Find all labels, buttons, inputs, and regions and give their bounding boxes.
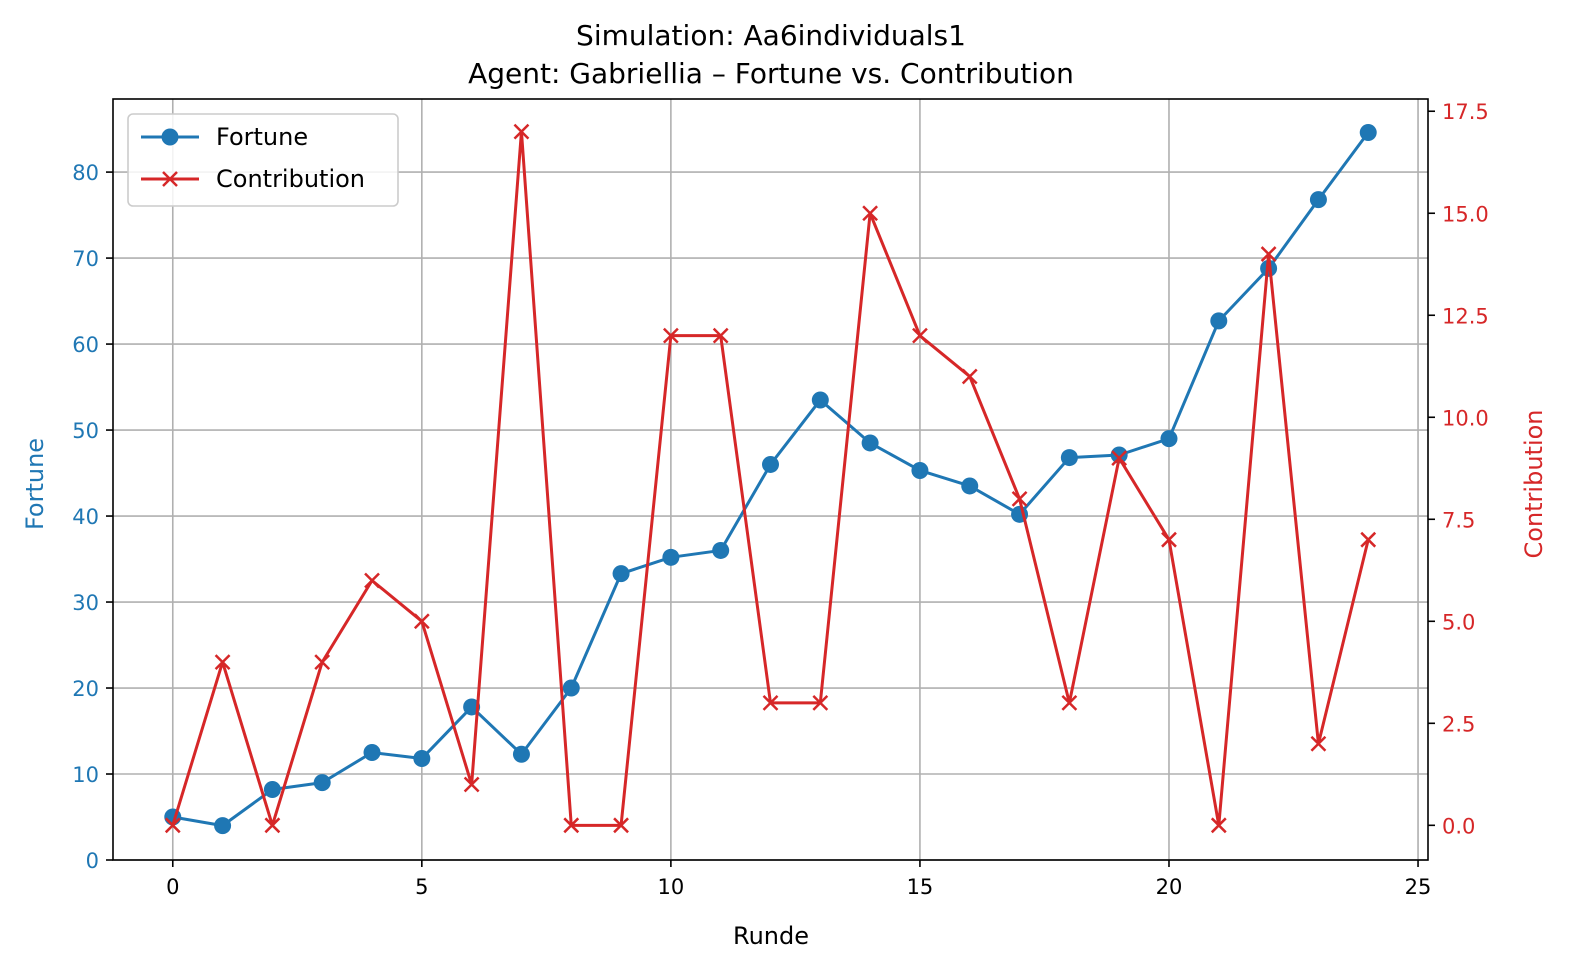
contribution-point — [712, 327, 729, 344]
contribution-point — [364, 572, 380, 589]
fortune-point — [1160, 430, 1178, 448]
chart-subtitle: Agent: Gabriellia – Fortune vs. Contribu… — [468, 57, 1074, 90]
contribution-point — [264, 817, 281, 834]
contribution-point — [912, 327, 928, 344]
plot-frame — [112, 98, 1429, 861]
fortune-point — [612, 565, 630, 583]
x-tick-label: 10 — [658, 875, 685, 899]
contribution-point — [1360, 531, 1377, 548]
fortune-point — [1060, 449, 1078, 467]
y-left-tick-label: 0 — [86, 849, 99, 873]
x-tick-label: 15 — [907, 875, 934, 899]
y-axis-label-right: Contribution — [1520, 409, 1548, 558]
fortune-point — [413, 750, 431, 768]
x-tick-label: 0 — [166, 875, 179, 899]
fortune-point — [562, 679, 580, 697]
fortune-point — [313, 774, 331, 792]
contribution-point — [1011, 490, 1028, 507]
y-right-tick-label: 5.0 — [1442, 610, 1475, 634]
y-axis-label-left: Fortune — [21, 438, 49, 530]
y-left-tick-label: 80 — [72, 161, 99, 185]
contribution-point — [613, 817, 629, 834]
legend-contribution-marker — [162, 171, 178, 187]
fortune-line — [172, 131, 1370, 828]
contribution-point — [513, 123, 530, 140]
fortune-point — [1359, 124, 1377, 142]
fortune-point — [961, 477, 979, 495]
x-tick-label: 20 — [1156, 875, 1183, 899]
contribution-point — [862, 205, 879, 222]
fortune-point — [263, 780, 281, 798]
y-right-tick-label: 17.5 — [1442, 100, 1489, 124]
fortune-point — [911, 461, 929, 479]
contribution-point — [164, 817, 181, 834]
y-right-tick-label: 7.5 — [1442, 508, 1475, 532]
fortune-point — [1309, 191, 1327, 209]
fortune-point — [762, 455, 779, 473]
y-left-tick-label: 30 — [72, 591, 99, 615]
y-left-tick-label: 70 — [72, 247, 99, 271]
y-right-tick-label: 10.0 — [1442, 406, 1489, 430]
fortune-point — [861, 434, 879, 452]
series-fortune — [164, 124, 1377, 835]
fortune-point — [662, 548, 680, 566]
contribution-point — [1161, 531, 1177, 548]
legend-contribution-label: Contribution — [216, 165, 365, 193]
y-left-tick-label: 50 — [72, 419, 99, 443]
x-tick-label: 5 — [415, 875, 428, 899]
tick-labels: 0 5 10 15 20 25 0 10 20 30 40 50 60 70 80 0.0 2.5 5.0 7.5 1… — [72, 100, 1489, 899]
y-left-tick-label: 10 — [72, 763, 99, 787]
contribution-point — [413, 613, 430, 630]
contribution-point — [662, 327, 679, 344]
y-left-tick-label: 40 — [72, 505, 99, 529]
fortune-point — [1210, 312, 1228, 330]
contribution-point — [1061, 695, 1078, 711]
y-left-tick-label: 20 — [72, 677, 99, 701]
contribution-point — [961, 368, 978, 385]
fortune-point — [363, 744, 381, 762]
fortune-point — [512, 745, 530, 763]
contribution-point — [1260, 246, 1277, 262]
y-right-tick-label: 15.0 — [1442, 202, 1489, 226]
fortune-point — [1110, 446, 1128, 464]
grid — [113, 99, 1428, 861]
x-tick-label: 25 — [1405, 875, 1432, 899]
fortune-point — [811, 391, 829, 409]
contribution-point — [463, 776, 480, 793]
contribution-point — [214, 654, 231, 670]
legend-fortune-marker — [161, 128, 179, 146]
contribution-line — [171, 130, 1370, 827]
x-axis-label: Runde — [733, 922, 809, 950]
contribution-point — [563, 817, 580, 834]
contribution-point — [314, 654, 331, 670]
contribution-point — [762, 695, 779, 711]
contribution-point — [812, 695, 829, 711]
y-right-tick-label: 2.5 — [1442, 712, 1475, 736]
y-left-tick-label: 60 — [72, 333, 99, 357]
axes — [106, 98, 1435, 867]
chart-title: Simulation: Aa6individuals1 — [576, 19, 966, 52]
contribution-point — [1111, 450, 1128, 466]
series-contribution — [164, 123, 1377, 834]
contribution-point — [1210, 817, 1227, 834]
y-right-tick-label: 0.0 — [1442, 814, 1475, 838]
fortune-point — [214, 817, 232, 835]
series-layer — [164, 123, 1377, 835]
y-right-tick-label: 12.5 — [1442, 304, 1489, 328]
legend: Fortune Contribution — [127, 113, 399, 207]
legend-fortune-label: Fortune — [216, 123, 308, 151]
fortune-point — [712, 541, 730, 559]
contribution-point — [1310, 735, 1327, 752]
